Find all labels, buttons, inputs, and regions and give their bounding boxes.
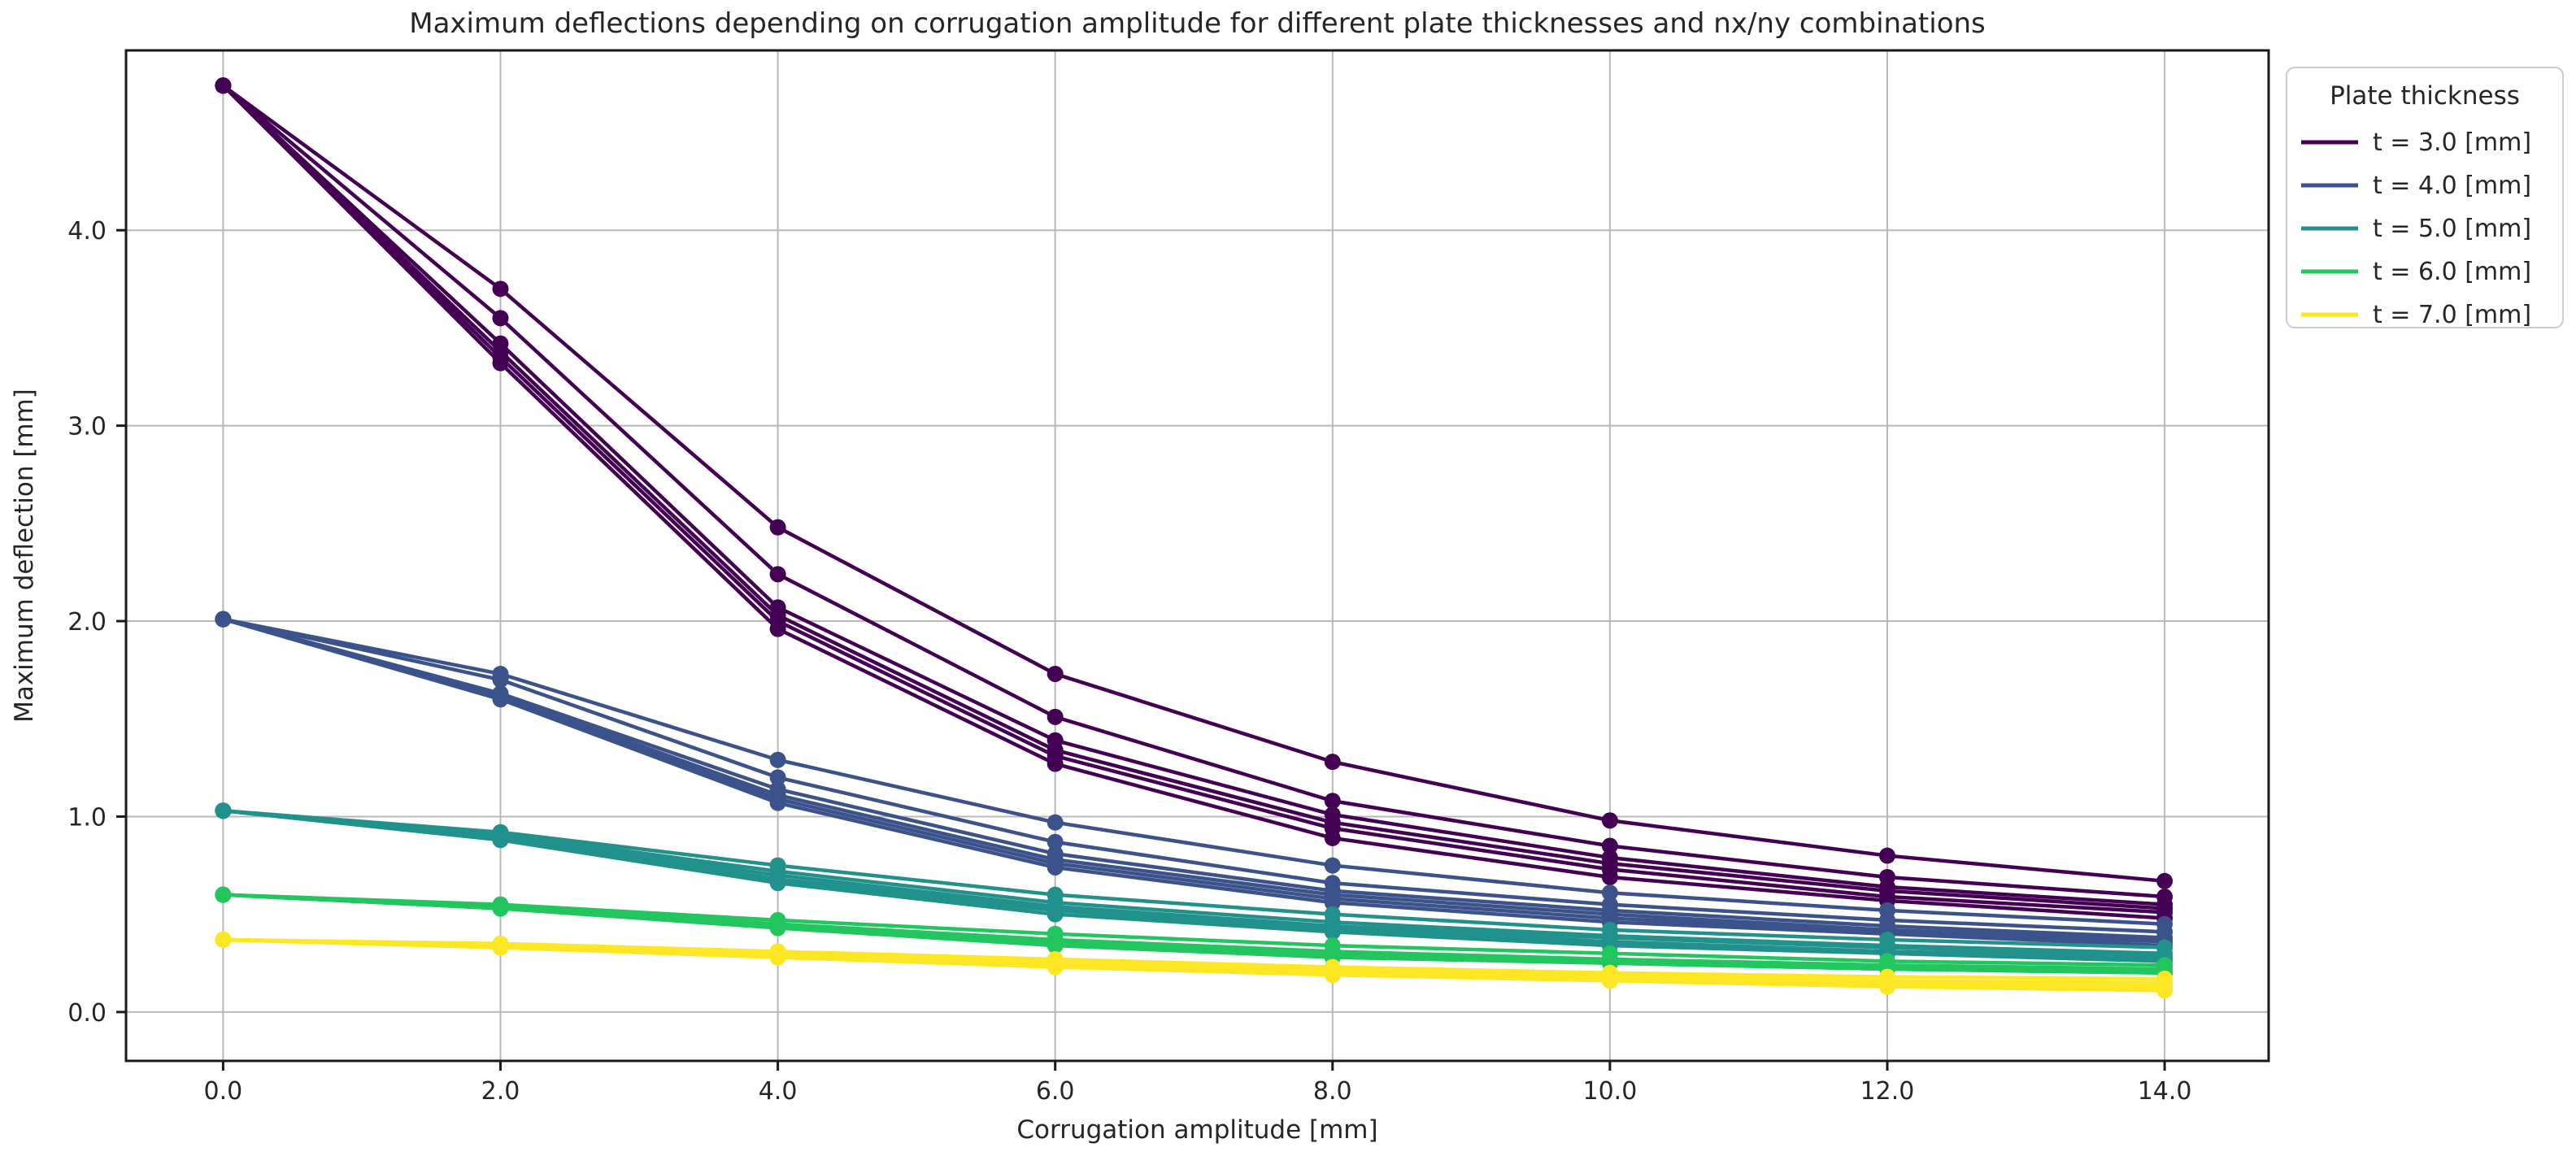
x-tick-label: 12.0 — [1860, 1077, 1915, 1106]
series-line — [222, 617, 2165, 926]
data-point-marker — [1046, 814, 1064, 831]
y-tick-label: 1.0 — [67, 803, 107, 832]
legend-title: Plate thickness — [2330, 81, 2520, 111]
data-point-marker — [215, 611, 232, 628]
data-point-marker — [492, 280, 509, 298]
x-tick-label: 2.0 — [481, 1077, 520, 1106]
data-point-marker — [769, 751, 786, 768]
series-line — [222, 617, 2165, 944]
data-point-marker — [1046, 755, 1064, 772]
legend-entry-label: t = 3.0 [mm] — [2373, 128, 2531, 157]
data-point-marker — [769, 566, 786, 583]
data-point-marker — [1046, 858, 1064, 876]
series-line — [223, 809, 2165, 958]
data-point-marker — [769, 620, 786, 637]
series-line — [221, 84, 2165, 899]
data-point-marker — [1046, 708, 1064, 725]
y-axis-label: Maximum deflection [mm] — [10, 389, 39, 723]
series-line — [223, 809, 2165, 963]
series-line — [221, 84, 2165, 910]
data-point-marker — [2156, 872, 2174, 889]
data-point-marker — [215, 931, 232, 948]
series-line — [221, 84, 2165, 915]
series-line — [223, 809, 2165, 950]
axes-spines — [124, 49, 2270, 1063]
data-point-marker — [492, 310, 509, 327]
legend-box — [2286, 67, 2564, 328]
data-point-marker — [215, 802, 232, 819]
data-point-marker — [1324, 793, 1341, 810]
data-point-marker — [1046, 958, 1064, 976]
data-point-marker — [492, 939, 509, 956]
data-point-marker — [769, 919, 786, 937]
data-point-marker — [2156, 982, 2174, 999]
data-point-marker — [1324, 923, 1341, 941]
data-point-marker — [1601, 972, 1618, 989]
data-point-marker — [1324, 829, 1341, 846]
data-point-marker — [1601, 812, 1618, 829]
data-point-marker — [769, 794, 786, 811]
legend-entry-label: t = 7.0 [mm] — [2373, 301, 2531, 329]
series-line — [222, 84, 2165, 884]
data-point-marker — [215, 886, 232, 903]
y-tick-label: 2.0 — [67, 608, 107, 637]
series-line — [223, 893, 2165, 976]
data-point-marker — [1878, 978, 1895, 995]
series-line — [223, 809, 2165, 956]
series-line — [223, 937, 2165, 993]
data-point-marker — [492, 691, 509, 708]
data-point-marker — [769, 769, 786, 786]
x-tick-label: 4.0 — [759, 1077, 798, 1106]
data-point-marker — [1601, 884, 1618, 902]
legend-entry-label: t = 5.0 [mm] — [2373, 215, 2531, 243]
data-point-marker — [492, 671, 509, 689]
data-point-marker — [1046, 833, 1064, 850]
x-tick-label: 14.0 — [2138, 1077, 2192, 1106]
x-tick-label: 0.0 — [204, 1077, 243, 1106]
series-line — [221, 84, 2165, 920]
data-point-marker — [769, 519, 786, 536]
data-point-marker — [1324, 754, 1341, 771]
x-axis-label: Corrugation amplitude [mm] — [1016, 1115, 1377, 1145]
data-point-marker — [1046, 906, 1064, 923]
series-line — [223, 809, 2165, 962]
legend-entry-label: t = 6.0 [mm] — [2373, 258, 2531, 286]
data-point-marker — [1324, 894, 1341, 911]
legend-entry-label: t = 4.0 [mm] — [2373, 172, 2531, 200]
data-point-marker — [1878, 847, 1895, 864]
data-point-marker — [1324, 857, 1341, 874]
data-point-marker — [492, 832, 509, 849]
chart-title: Maximum deflections depending on corruga… — [409, 7, 1986, 40]
data-point-marker — [1601, 837, 1618, 854]
data-point-marker — [492, 354, 509, 372]
data-point-marker — [769, 949, 786, 966]
data-point-marker — [769, 875, 786, 892]
series-line — [222, 617, 2165, 940]
data-point-marker — [1046, 665, 1064, 682]
data-point-marker — [492, 900, 509, 917]
series-line — [221, 84, 2165, 906]
data-point-marker — [1046, 937, 1064, 954]
data-point-marker — [215, 77, 232, 94]
y-tick-label: 4.0 — [67, 217, 107, 246]
series-line — [222, 617, 2165, 948]
y-tick-label: 3.0 — [67, 413, 107, 441]
data-point-marker — [1601, 869, 1618, 885]
series-line — [222, 617, 2165, 942]
x-tick-label: 8.0 — [1313, 1077, 1352, 1106]
series-line — [223, 893, 2165, 967]
data-point-marker — [1324, 967, 1341, 984]
x-tick-label: 10.0 — [1582, 1077, 1637, 1106]
y-tick-label: 0.0 — [67, 999, 107, 1028]
series-line — [222, 617, 2165, 934]
series-line — [223, 937, 2165, 981]
x-tick-label: 6.0 — [1036, 1077, 1075, 1106]
